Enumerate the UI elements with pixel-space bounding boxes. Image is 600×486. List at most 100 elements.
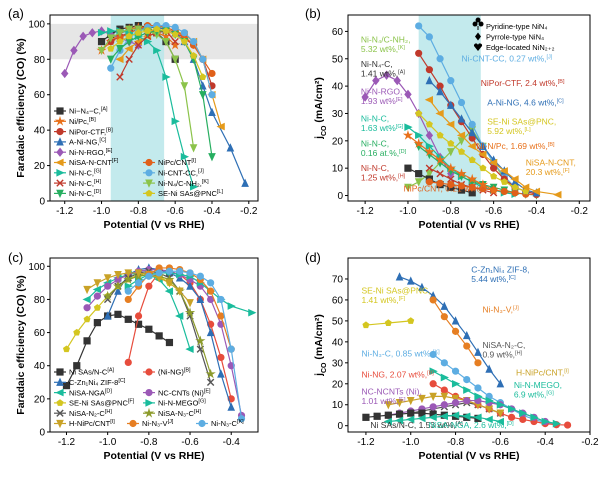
site-legend-entry: Pyrrole-type NiN₄ bbox=[486, 33, 544, 42]
data-point bbox=[468, 156, 476, 163]
data-point bbox=[195, 335, 206, 346]
data-point bbox=[227, 362, 235, 370]
data-point bbox=[467, 142, 476, 151]
series-annotation: Ni-N-C, bbox=[361, 163, 389, 173]
series-annotation: SE-Ni SAs@PNC, bbox=[487, 116, 556, 126]
data-point bbox=[500, 178, 508, 185]
legend-marker bbox=[55, 388, 64, 397]
data-point bbox=[440, 386, 448, 394]
x-tick-label: -0.4 bbox=[203, 206, 221, 217]
data-point bbox=[107, 64, 115, 72]
data-point bbox=[429, 403, 437, 411]
data-point bbox=[521, 183, 530, 192]
data-point bbox=[485, 396, 494, 405]
data-point bbox=[394, 416, 404, 425]
data-point bbox=[451, 316, 460, 325]
data-point bbox=[445, 162, 456, 173]
series-10 bbox=[415, 109, 530, 195]
data-point bbox=[511, 183, 519, 191]
data-point bbox=[362, 321, 370, 329]
data-point bbox=[384, 401, 393, 410]
data-point bbox=[92, 285, 101, 294]
legend-entry: C-Zn₁Ni₄ ZIF-8[C] bbox=[69, 378, 126, 387]
y-tick-label: 80 bbox=[34, 295, 46, 306]
data-point bbox=[429, 367, 438, 376]
legend-marker bbox=[145, 368, 153, 376]
legend-entry: Ni−N₄−C,[A] bbox=[69, 107, 108, 116]
data-point bbox=[413, 138, 424, 148]
data-point bbox=[436, 55, 444, 63]
legend-entry: Ni SAs/N-C[A] bbox=[69, 368, 115, 377]
series-annotation: SE-Ni SAs@PNC, bbox=[361, 286, 430, 296]
data-point bbox=[165, 279, 174, 288]
x-axis-label: Potential (V vs RHE) bbox=[104, 450, 205, 462]
series-annotation: Ni-CNT-CC, 0.27 wt%,[J] bbox=[462, 54, 553, 64]
legend-marker bbox=[56, 107, 64, 115]
series-line bbox=[399, 276, 501, 385]
legend-entry: Ni-N₃-V[J] bbox=[142, 419, 174, 428]
data-point bbox=[439, 412, 448, 421]
data-point bbox=[61, 68, 69, 79]
panel-label: (d) bbox=[305, 250, 321, 265]
data-point bbox=[384, 411, 392, 419]
legend-marker bbox=[56, 168, 65, 177]
data-point bbox=[116, 45, 124, 54]
y-tick-label: 40 bbox=[34, 126, 46, 137]
annotations-b: Ni-N₄/C-NH₂,5.32 wt%,[K] Ni-N₄-C,1.41 wt%… bbox=[361, 34, 576, 193]
legend-entry: H-NiPc/CNT[I] bbox=[69, 419, 115, 428]
data-point bbox=[507, 413, 516, 421]
data-point bbox=[372, 76, 380, 86]
data-point bbox=[248, 308, 257, 317]
series-1 bbox=[362, 317, 415, 329]
data-point bbox=[531, 187, 541, 196]
y-tick-label: 20 bbox=[332, 379, 344, 390]
data-point bbox=[457, 114, 466, 123]
series-annotation: 0.9 wt%,[H] bbox=[482, 350, 522, 360]
data-point bbox=[425, 33, 433, 41]
data-point bbox=[456, 131, 466, 140]
data-point bbox=[463, 396, 471, 405]
data-point bbox=[162, 73, 171, 81]
data-point bbox=[186, 299, 194, 308]
data-point bbox=[440, 373, 450, 382]
site-legend-entry: Pyridine-type NiN₄ bbox=[486, 22, 547, 31]
data-point bbox=[104, 282, 112, 290]
legend-marker bbox=[129, 419, 137, 428]
data-point bbox=[208, 153, 216, 162]
data-point bbox=[425, 130, 434, 140]
data-point bbox=[530, 413, 539, 422]
data-point bbox=[70, 45, 78, 56]
data-point bbox=[134, 29, 142, 36]
data-point bbox=[171, 30, 179, 38]
plot-frame bbox=[347, 14, 591, 202]
data-point bbox=[440, 313, 448, 321]
data-point bbox=[474, 359, 482, 367]
legend-marker bbox=[198, 419, 206, 428]
data-point bbox=[563, 421, 572, 429]
data-point bbox=[395, 399, 404, 408]
data-point bbox=[467, 173, 478, 184]
data-point bbox=[180, 152, 190, 161]
legend-entry: NiPc/CNT[I] bbox=[158, 158, 196, 167]
series-annotation: Ni-N/Pc, 1.69 wt%,[B] bbox=[476, 141, 555, 151]
data-point bbox=[519, 415, 527, 424]
data-point bbox=[406, 415, 415, 424]
data-point bbox=[144, 27, 152, 34]
data-point bbox=[553, 190, 562, 199]
data-point bbox=[216, 122, 225, 131]
data-point bbox=[440, 392, 449, 402]
data-point bbox=[450, 411, 460, 420]
legend-c: Ni SAs/N-C[A] (Ni-NG)[B] C-Zn₁Ni₄ ZIF-8[C]… bbox=[54, 368, 244, 428]
data-point bbox=[171, 23, 179, 31]
club-icon bbox=[472, 17, 484, 30]
series-12 bbox=[107, 25, 207, 80]
data-point bbox=[468, 120, 476, 129]
data-point bbox=[123, 274, 134, 284]
series-annotation: NiSA-N-CNT, bbox=[526, 157, 576, 167]
legend-entry: (Ni-NG)[B] bbox=[158, 368, 191, 377]
y-tick-label: 60 bbox=[332, 295, 344, 306]
data-point bbox=[93, 279, 102, 288]
y-tick-label: 20 bbox=[34, 394, 46, 405]
data-point bbox=[153, 25, 161, 33]
data-point bbox=[153, 46, 162, 55]
